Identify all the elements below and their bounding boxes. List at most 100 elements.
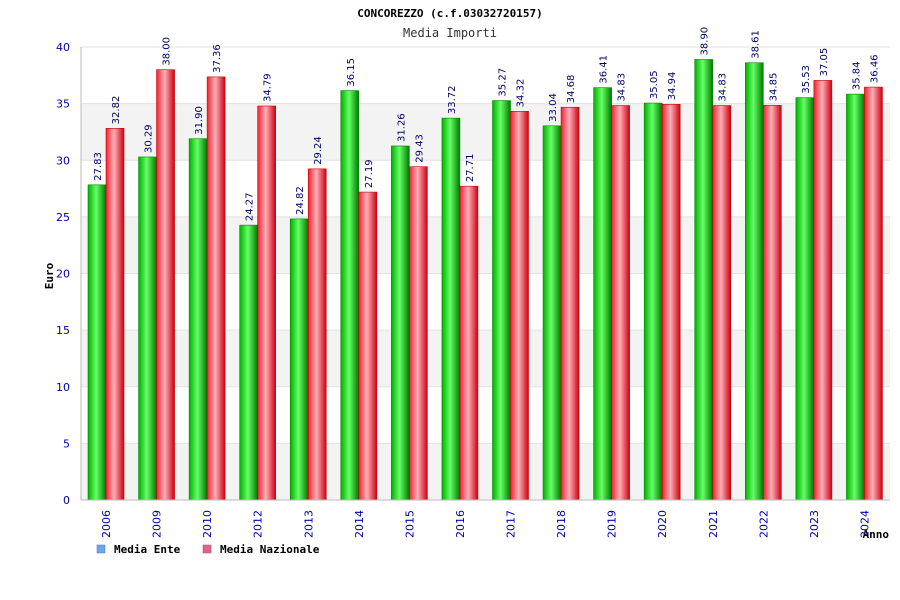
bar-data-label: 27.71 [465, 154, 476, 183]
legend-label-ente: Media Ente [114, 543, 181, 556]
bar-data-label: 27.19 [364, 159, 375, 188]
bar-media-nazionale [611, 105, 630, 501]
bar-data-label: 34.32 [516, 79, 527, 108]
x-tick-label: 2023 [808, 510, 821, 538]
bar-media-ente [340, 90, 360, 501]
y-tick-label: 5 [63, 437, 70, 450]
x-tick-label: 2016 [454, 510, 467, 538]
bar-media-nazionale [763, 105, 782, 501]
x-axis-label: Anno [863, 528, 890, 541]
bar-data-label: 33.72 [447, 85, 458, 114]
bar-media-nazionale [459, 185, 479, 501]
x-axis-ticks: 2006 2009 2010 2012 2013 2014 2015 2016 2017 2018… [100, 510, 871, 538]
bar-media-nazionale [358, 191, 378, 501]
x-tick-label: 2022 [757, 510, 770, 538]
bar-media-ente [542, 125, 562, 501]
bar-data-label: 34.94 [667, 72, 678, 101]
bar-media-nazionale [156, 69, 175, 501]
x-tick-label: 2006 [100, 510, 113, 538]
bar-data-label: 31.90 [194, 106, 205, 135]
y-tick-label: 15 [56, 324, 70, 337]
y-tick-label: 0 [63, 494, 70, 507]
bar-media-ente [593, 87, 612, 501]
bar-media-nazionale [712, 105, 732, 501]
bar-data-label: 24.82 [295, 186, 306, 215]
bar-group [87, 59, 883, 501]
bar-data-label: 34.83 [718, 73, 729, 102]
bar-media-ente [846, 93, 865, 501]
bar-data-label: 36.41 [599, 55, 610, 84]
bar-data-label: 33.04 [548, 93, 559, 122]
bar-media-ente [138, 156, 157, 501]
bar-data-label: 37.36 [212, 44, 223, 73]
y-axis-ticks: 0 5 10 15 20 25 30 35 40 [56, 41, 70, 507]
y-tick-label: 35 [56, 98, 70, 111]
bar-media-nazionale [510, 111, 529, 501]
bar-data-label: 34.83 [617, 73, 628, 102]
bar-data-label: 29.24 [313, 136, 324, 165]
x-tick-label: 2013 [302, 510, 315, 538]
bar-data-label: 38.00 [162, 37, 173, 66]
x-tick-label: 2019 [606, 510, 619, 538]
x-tick-label: 2010 [201, 510, 214, 538]
bar-data-label: 36.46 [869, 54, 880, 83]
bar-label-group: 27.83 32.82 30.29 38.00 31.90 37.36 24.27 34.79… [93, 27, 880, 221]
bar-media-ente [188, 138, 208, 501]
bar-data-label: 30.29 [144, 124, 155, 153]
bar-data-label: 29.43 [414, 134, 425, 163]
bar-media-ente [694, 59, 714, 501]
bar-media-nazionale [560, 106, 580, 501]
bar-media-ente [239, 224, 258, 501]
bar-data-label: 35.84 [851, 61, 862, 90]
bar-data-label: 37.05 [819, 48, 830, 77]
legend: Media Ente Media Nazionale [96, 543, 320, 556]
bar-media-ente [492, 100, 511, 501]
legend-swatch-ente [96, 544, 106, 554]
legend-label-nazionale: Media Nazionale [220, 543, 320, 556]
x-tick-label: 2012 [252, 510, 265, 538]
x-tick-label: 2017 [505, 510, 518, 538]
bar-media-ente [745, 62, 764, 501]
x-tick-label: 2021 [707, 510, 720, 538]
bar-data-label: 32.82 [111, 96, 122, 125]
bar-data-label: 38.90 [700, 27, 711, 56]
x-tick-label: 2015 [403, 510, 416, 538]
bar-media-nazionale [105, 128, 125, 501]
chart-title: CONCOREZZO (c.f.03032720157) [357, 7, 542, 20]
bar-media-nazionale [257, 105, 276, 501]
bar-media-nazionale [206, 76, 226, 501]
x-tick-label: 2020 [656, 510, 669, 538]
bar-data-label: 38.61 [750, 30, 761, 59]
x-tick-label: 2024 [858, 510, 871, 538]
bar-media-ente [87, 184, 107, 501]
chart-subtitle: Media Importi [403, 26, 497, 40]
bar-data-label: 35.05 [649, 70, 660, 99]
bar-media-ente [795, 97, 815, 501]
y-axis-label: Euro [43, 262, 56, 289]
bar-data-label: 35.53 [801, 65, 812, 94]
bar-data-label: 27.83 [93, 152, 104, 181]
bar-data-label: 34.85 [768, 73, 779, 102]
bar-data-label: 36.15 [346, 58, 357, 87]
y-tick-label: 30 [56, 154, 70, 167]
bar-data-label: 35.27 [498, 68, 509, 97]
bar-data-label: 34.79 [263, 73, 274, 102]
y-tick-label: 20 [56, 268, 70, 281]
x-tick-label: 2014 [353, 510, 366, 538]
bar-media-nazionale [409, 166, 428, 501]
bar-media-ente [643, 102, 663, 501]
bar-media-nazionale [813, 80, 833, 501]
bar-media-nazionale [864, 86, 883, 501]
x-tick-label: 2009 [151, 510, 164, 538]
x-tick-label: 2018 [555, 510, 568, 538]
bar-data-label: 34.68 [566, 75, 577, 104]
legend-swatch-nazionale [202, 544, 212, 554]
y-tick-label: 40 [56, 41, 70, 54]
bar-media-nazionale [307, 168, 327, 501]
bar-data-label: 24.27 [245, 193, 256, 222]
bar-media-ente [391, 145, 410, 501]
y-tick-label: 10 [56, 381, 70, 394]
bar-media-ente [289, 218, 309, 501]
bar-data-label: 31.26 [396, 113, 407, 142]
